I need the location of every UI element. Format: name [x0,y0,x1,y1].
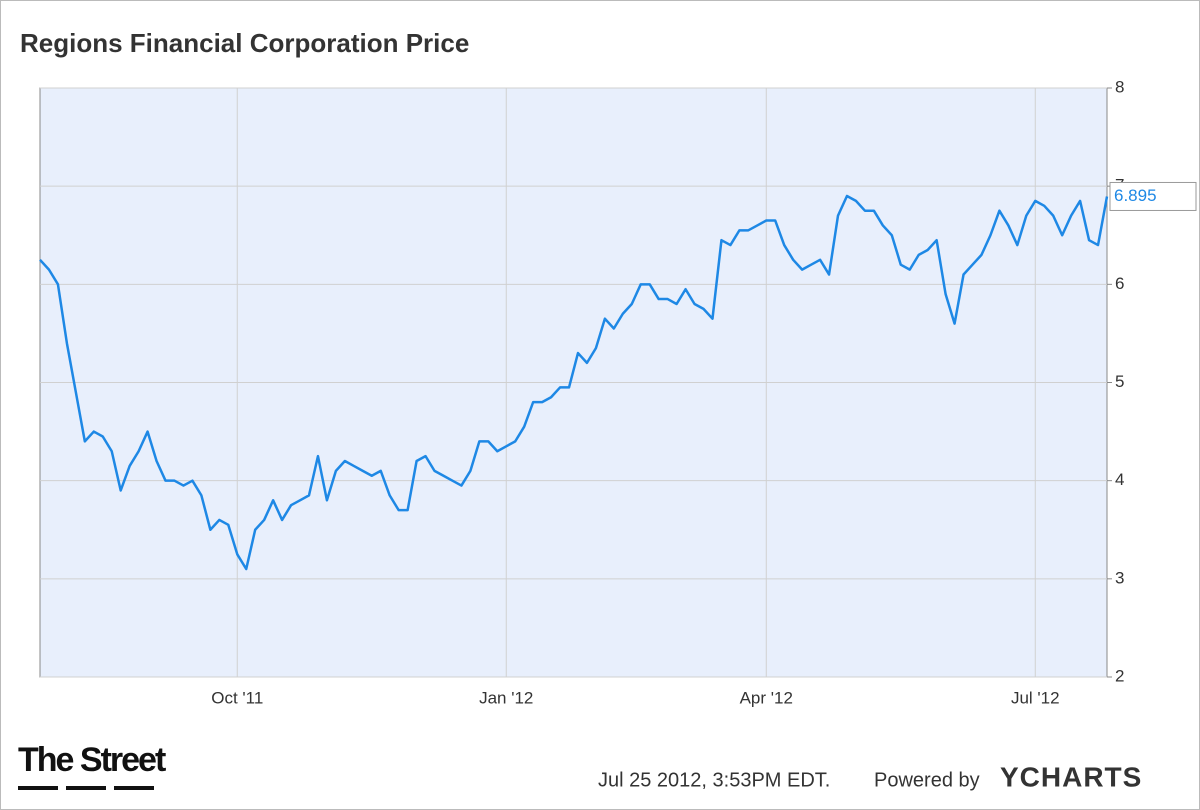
timestamp: Jul 25 2012, 3:53PM EDT. [598,769,830,791]
powered-by: Powered by [874,769,980,791]
logo-bar [114,786,154,790]
y-tick-label: 8 [1115,77,1124,96]
x-tick-label: Jan '12 [479,688,533,707]
logo-bar [18,786,58,790]
logo-bar [66,786,106,790]
y-tick-label: 5 [1115,372,1124,391]
x-tick-label: Oct '11 [211,688,263,707]
last-value-label: 6.895 [1114,186,1157,205]
y-tick-label: 4 [1115,470,1124,489]
brand: YCHARTS [1000,761,1142,792]
x-tick-label: Jul '12 [1011,688,1060,707]
x-tick-label: Apr '12 [740,688,793,707]
price-line [39,194,1109,571]
logo: The Street [18,741,166,779]
last-value-box [1109,181,1197,211]
chart-title: Regions Financial Corporation Price [20,28,469,58]
y-tick-label: 6 [1115,274,1124,293]
y-tick-label: 2 [1115,666,1124,685]
y-tick-label: 3 [1115,568,1124,587]
